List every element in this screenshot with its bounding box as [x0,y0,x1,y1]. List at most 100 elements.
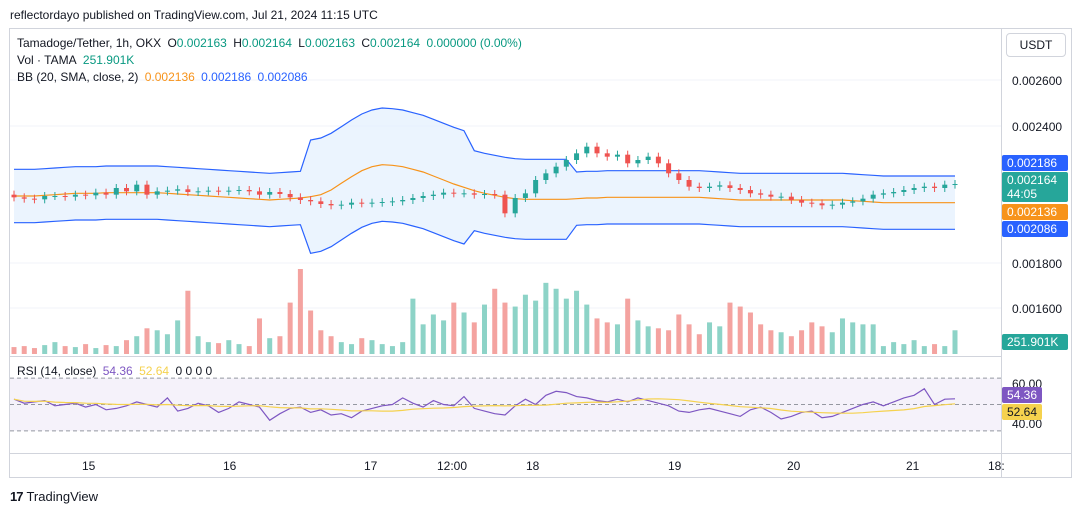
volume-bar [410,298,416,354]
candle-body [461,193,467,195]
candle-body [860,198,866,202]
candle-body [164,190,170,192]
candle-body [410,198,416,200]
tradingview-brand[interactable]: 17 TradingView [10,489,98,504]
volume-bar [338,342,344,354]
candle-body [297,197,303,200]
candle-body [635,160,641,164]
candle-body [788,196,794,200]
volume-bar [267,338,273,354]
candle-body [379,202,385,203]
rsi-legend: RSI (14, close) 54.36 52.64 0 0 0 0 [17,364,215,378]
high-value: 0.002164 [241,36,292,50]
candle-body [870,194,876,199]
change-value: 0.000000 (0.00%) [426,36,522,50]
candle-body [246,190,252,192]
symbol-legend: Tamadoge/Tether, 1h, OKX O0.002163 H0.00… [17,36,525,50]
candle-body [195,191,201,193]
bb-basis-tag: 0.002136 [1002,204,1068,220]
tradingview-logo-icon: 17 [10,489,24,504]
volume-bar [942,346,948,354]
volume-bar [72,347,78,354]
candle-body [696,186,702,188]
candle-body [308,200,314,202]
candle-body [52,196,58,197]
volume-bar [349,344,355,354]
rsi-label: RSI (14, close) [17,364,97,378]
volume-bar [604,322,610,354]
volume-bar [717,326,723,354]
volume-bar [461,312,467,354]
candle-body [267,192,273,195]
candle-body [686,180,692,187]
candle-body [522,193,528,198]
candle-body [614,154,620,157]
candle-body [758,193,764,195]
candle-body [880,193,886,195]
candle-body [430,194,436,196]
candle-body [727,185,733,188]
low-label: L [298,36,305,50]
volume-bar [502,302,508,354]
currency-button[interactable]: USDT [1006,33,1066,57]
time-tick: 18 [526,459,540,473]
candle-body [512,198,518,214]
volume-bar [195,336,201,354]
volume-bar [880,346,886,354]
candle-body [747,190,753,194]
published-line: reflectordayo published on TradingView.c… [10,8,378,22]
candle-body [911,188,917,190]
volume-bar [134,336,140,354]
volume-bar [901,344,907,354]
candle-body [932,186,938,188]
candle-body [359,202,365,204]
volume-bar [563,298,569,354]
price-tick: 0.001800 [1012,257,1063,271]
rsi-tick: 40.00 [1012,417,1043,431]
candle-body [901,190,907,192]
volume-bar [553,288,559,354]
candle-body [369,202,375,204]
volume-bar [676,314,682,354]
volume-bar [891,342,897,354]
candle-body [737,188,743,190]
volume-bar [226,340,232,354]
volume-bar [297,269,303,354]
volume-bar [471,322,477,354]
candle-body [349,202,355,205]
volume-bar [103,345,109,354]
rsi-tag: 54.36 [1002,387,1042,403]
candle-body [574,153,580,160]
volume-bar [809,322,815,354]
candle-body [891,192,897,194]
volume-bar [11,347,17,354]
candle-body [819,203,825,206]
volume-bar [686,324,692,354]
volume-bar [635,320,641,354]
volume-bar [758,324,764,354]
bb-fill [14,108,955,254]
candle-body [717,185,723,187]
volume-bar [124,340,130,354]
time-tick: 21 [906,459,920,473]
symbol-title: Tamadoge/Tether, 1h, OKX [17,36,162,50]
rsi-ma-tag: 52.64 [1002,404,1042,420]
volume-bar [21,346,27,354]
volume-bar [175,320,181,354]
volume-bar [584,304,590,354]
candle-body [563,160,569,167]
candle-body [42,196,48,200]
candle-body [809,202,815,204]
candle-body [62,196,68,197]
candle-body [921,186,927,188]
bb-upper-tag: 0.002186 [1002,155,1068,171]
bb-upper-line [14,107,955,177]
candle-body [655,156,661,164]
close-value: 0.002164 [370,36,421,50]
bb-legend: BB (20, SMA, close, 2) 0.002136 0.002186… [17,70,311,84]
candle-body [93,192,99,196]
candle-body [594,146,600,154]
candle-body [256,191,262,195]
volume-bar [369,340,375,354]
